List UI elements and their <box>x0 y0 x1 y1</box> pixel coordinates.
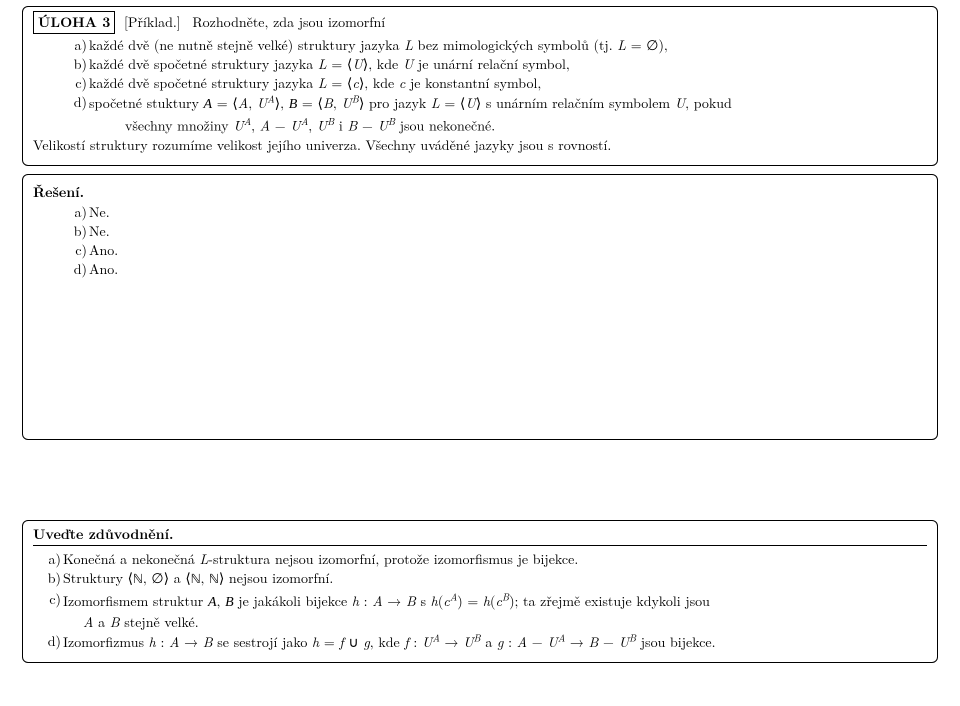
task-item-text: spočetné stuktury A = ⟨A, UA⟩, B = ⟨B, U… <box>89 93 732 113</box>
task-item-continuation: všechny množiny UA, A − UA, UB i B − UB … <box>125 115 927 136</box>
task-item-text: každé dvě (ne nutně stejně velké) strukt… <box>89 35 668 55</box>
task-item: každé dvě spočetné struktury jazyka L = … <box>69 55 927 74</box>
justify-rule <box>33 545 927 546</box>
justify-list: Konečná a nekonečná L-struktura nejsou i… <box>43 550 927 652</box>
justify-item-text: Konečná a nekonečná L-struktura nejsou i… <box>63 549 578 569</box>
solution-item: Ne. <box>69 203 927 222</box>
task-item: spočetné stuktury A = ⟨A, UA⟩, B = ⟨B, U… <box>69 93 927 116</box>
solution-item: Ne. <box>69 222 927 241</box>
solution-list: Ne.Ne.Ano.Ano. <box>69 203 927 279</box>
task-tail: Velikostí struktury rozumíme velikost je… <box>33 136 927 155</box>
page: ÚLOHA 3 [Příklad.] Rozhodněte, zda jsou … <box>0 0 960 706</box>
solution-heading: Řešení. <box>33 183 927 202</box>
task-list: každé dvě (ne nutně stejně velké) strukt… <box>69 36 927 136</box>
task-item-text: každé dvě spočetné struktury jazyka L = … <box>89 54 570 74</box>
justify-item: Izomorfizmus h : A → B se sestrojí jako … <box>43 632 927 653</box>
task-label: ÚLOHA 3 <box>33 11 115 34</box>
justify-item: Struktury ⟨ℕ, ∅⟩ a ⟨ℕ, ℕ⟩ nejsou izomorf… <box>43 569 927 590</box>
justify-item-text: Izomorfizmus h : A → B se sestrojí jako … <box>63 632 716 652</box>
justify-item-text: Izomorfismem struktur A, B je jakákoli b… <box>63 591 710 611</box>
justify-item: Izomorfismem struktur A, B je jakákoli b… <box>43 590 927 631</box>
task-item: každé dvě spočetné struktury jazyka L = … <box>69 74 927 93</box>
task-box: ÚLOHA 3 [Příklad.] Rozhodněte, zda jsou … <box>22 6 938 166</box>
task-intro: Rozhodněte, zda jsou izomorfní <box>192 12 385 32</box>
solution-box: Řešení. Ne.Ne.Ano.Ano. <box>22 174 938 440</box>
justify-heading: Uveďte zdůvodnění. <box>33 525 927 544</box>
justify-item: Konečná a nekonečná L-struktura nejsou i… <box>43 550 927 569</box>
solution-item: Ano. <box>69 260 927 279</box>
task-item-text: každé dvě spočetné struktury jazyka L = … <box>89 73 541 93</box>
example-tag: [Příklad.] <box>124 12 181 32</box>
justify-item-text: Struktury ⟨ℕ, ∅⟩ a ⟨ℕ, ℕ⟩ nejsou izomorf… <box>63 568 333 588</box>
task-item: každé dvě (ne nutně stejně velké) strukt… <box>69 36 927 55</box>
justify-item-continuation: A a B stejně velké. <box>83 613 927 632</box>
justify-box: Uveďte zdůvodnění. Konečná a nekonečná L… <box>22 520 938 664</box>
solution-item: Ano. <box>69 241 927 260</box>
task-first-line: ÚLOHA 3 [Příklad.] Rozhodněte, zda jsou … <box>33 11 927 34</box>
